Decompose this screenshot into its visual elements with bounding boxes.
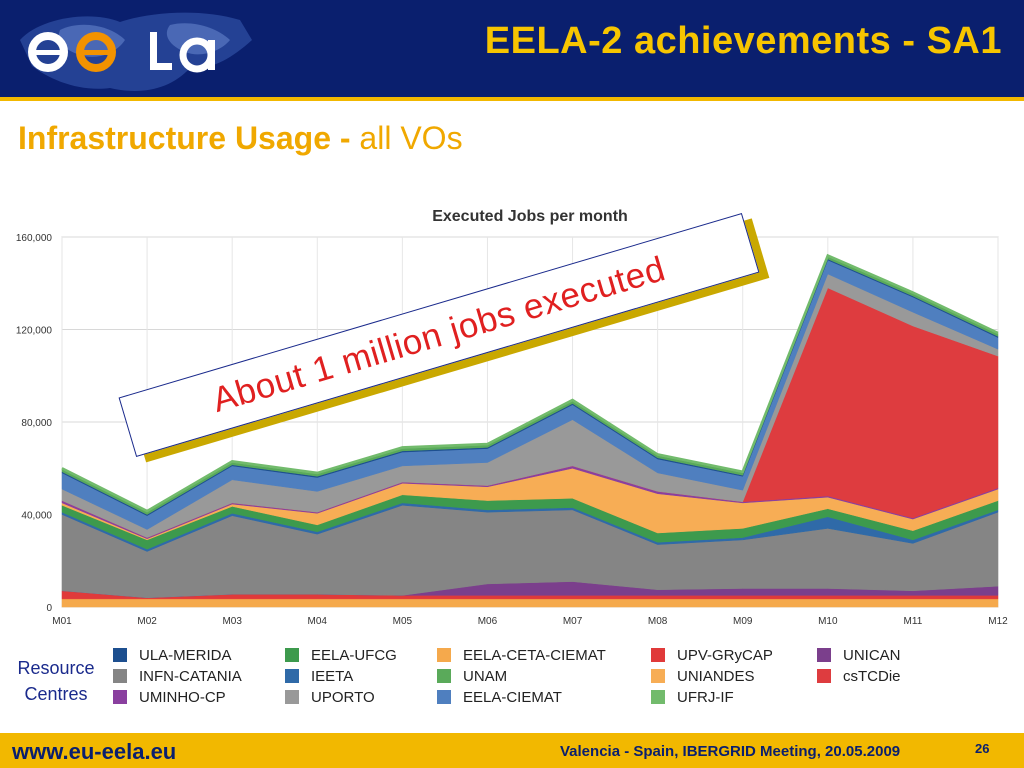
- legend-item: UPV-GRyCAP: [651, 645, 773, 665]
- page-number: 26: [975, 741, 990, 756]
- legend-swatch: [113, 690, 127, 704]
- legend-label: INFN-CATANIA: [139, 667, 242, 685]
- legend-swatch: [817, 669, 831, 683]
- legend-item: EELA-UFCG: [285, 645, 397, 665]
- footer-url[interactable]: www.eu-eela.eu: [12, 739, 177, 764]
- y-tick-label: 40,000: [21, 511, 52, 522]
- x-tick-label: M03: [222, 616, 242, 627]
- subtitle-bold: Infrastructure Usage -: [18, 120, 360, 156]
- legend-item: UNICAN: [817, 645, 901, 665]
- legend-item: EELA-CIEMAT: [437, 687, 562, 707]
- legend-item: ULA-MERIDA: [113, 645, 232, 665]
- legend-label: UNICAN: [843, 646, 901, 664]
- legend-swatch: [437, 648, 451, 662]
- legend-item: EELA-CETA-CIEMAT: [437, 645, 606, 665]
- total-outline: [61, 253, 999, 513]
- legend-label: UNIANDES: [677, 667, 755, 685]
- y-tick-label: 160,000: [16, 233, 53, 244]
- x-tick-label: M09: [733, 616, 753, 627]
- legend-label: csTCDie: [843, 667, 901, 685]
- legend-swatch: [437, 690, 451, 704]
- legend-item: IEETA: [285, 666, 353, 686]
- legend-swatch: [817, 648, 831, 662]
- legend-swatch: [651, 690, 665, 704]
- legend-caption-line1: Resource: [17, 658, 95, 678]
- legend-label: EELA-CIEMAT: [463, 688, 562, 706]
- x-tick-label: M02: [137, 616, 157, 627]
- legend-swatch: [285, 669, 299, 683]
- eela-logo: [20, 12, 252, 91]
- legend-label: UPORTO: [311, 688, 375, 706]
- legend-label: EELA-UFCG: [311, 646, 397, 664]
- footer-bar: www.eu-eela.eu Valencia - Spain, IBERGRI…: [0, 733, 1024, 768]
- legend-swatch: [285, 648, 299, 662]
- x-tick-label: M06: [478, 616, 498, 627]
- chart-legend: ULA-MERIDA EELA-UFCG EELA-CETA-CIEMAT UPV-G…: [113, 645, 1013, 709]
- legend-label: UMINHO-CP: [139, 688, 226, 706]
- header-rule: [0, 97, 1024, 101]
- legend-swatch: [113, 669, 127, 683]
- legend-swatch: [437, 669, 451, 683]
- x-tick-label: M11: [904, 616, 923, 627]
- header-bar: EELA-2 achievements - SA1: [0, 0, 1024, 97]
- legend-label: UNAM: [463, 667, 508, 685]
- x-tick-label: M05: [393, 616, 413, 627]
- footer-event: Valencia - Spain, IBERGRID Meeting, 20.0…: [560, 743, 901, 760]
- chart-title: Executed Jobs per month: [432, 208, 628, 225]
- legend-swatch: [285, 690, 299, 704]
- y-tick-label: 80,000: [21, 418, 52, 429]
- legend-label: ULA-MERIDA: [139, 646, 232, 664]
- x-tick-label: M01: [52, 616, 72, 627]
- legend-item: UNIANDES: [651, 666, 755, 686]
- legend-item: UNAM: [437, 666, 507, 686]
- subtitle: Infrastructure Usage - all VOs: [18, 120, 463, 157]
- legend-swatch: [651, 669, 665, 683]
- x-tick-label: M07: [563, 616, 583, 627]
- legend-caption: Resource Centres: [6, 655, 106, 707]
- legend-label: UPV-GRyCAP: [677, 646, 773, 664]
- legend-item: INFN-CATANIA: [113, 666, 242, 686]
- y-tick-label: 120,000: [16, 326, 53, 337]
- legend-item: UPORTO: [285, 687, 375, 707]
- legend-label: UFRJ-IF: [677, 688, 734, 706]
- legend-swatch: [651, 648, 665, 662]
- x-tick-label: M10: [818, 616, 838, 627]
- slide-title: EELA-2 achievements - SA1: [484, 20, 1002, 62]
- x-tick-label: M08: [648, 616, 668, 627]
- x-tick-label: M04: [308, 616, 328, 627]
- legend-label: IEETA: [311, 667, 354, 685]
- legend-item: csTCDie: [817, 666, 901, 686]
- series-area-eela-ceta-ciemat: [61, 598, 999, 608]
- y-tick-label: 0: [46, 603, 52, 614]
- legend-item: UFRJ-IF: [651, 687, 734, 707]
- subtitle-light: all VOs: [359, 120, 463, 156]
- legend-caption-line2: Centres: [24, 684, 88, 704]
- legend-swatch: [113, 648, 127, 662]
- legend-label: EELA-CETA-CIEMAT: [463, 646, 606, 664]
- x-tick-label: M12: [988, 616, 1008, 627]
- legend-item: UMINHO-CP: [113, 687, 226, 707]
